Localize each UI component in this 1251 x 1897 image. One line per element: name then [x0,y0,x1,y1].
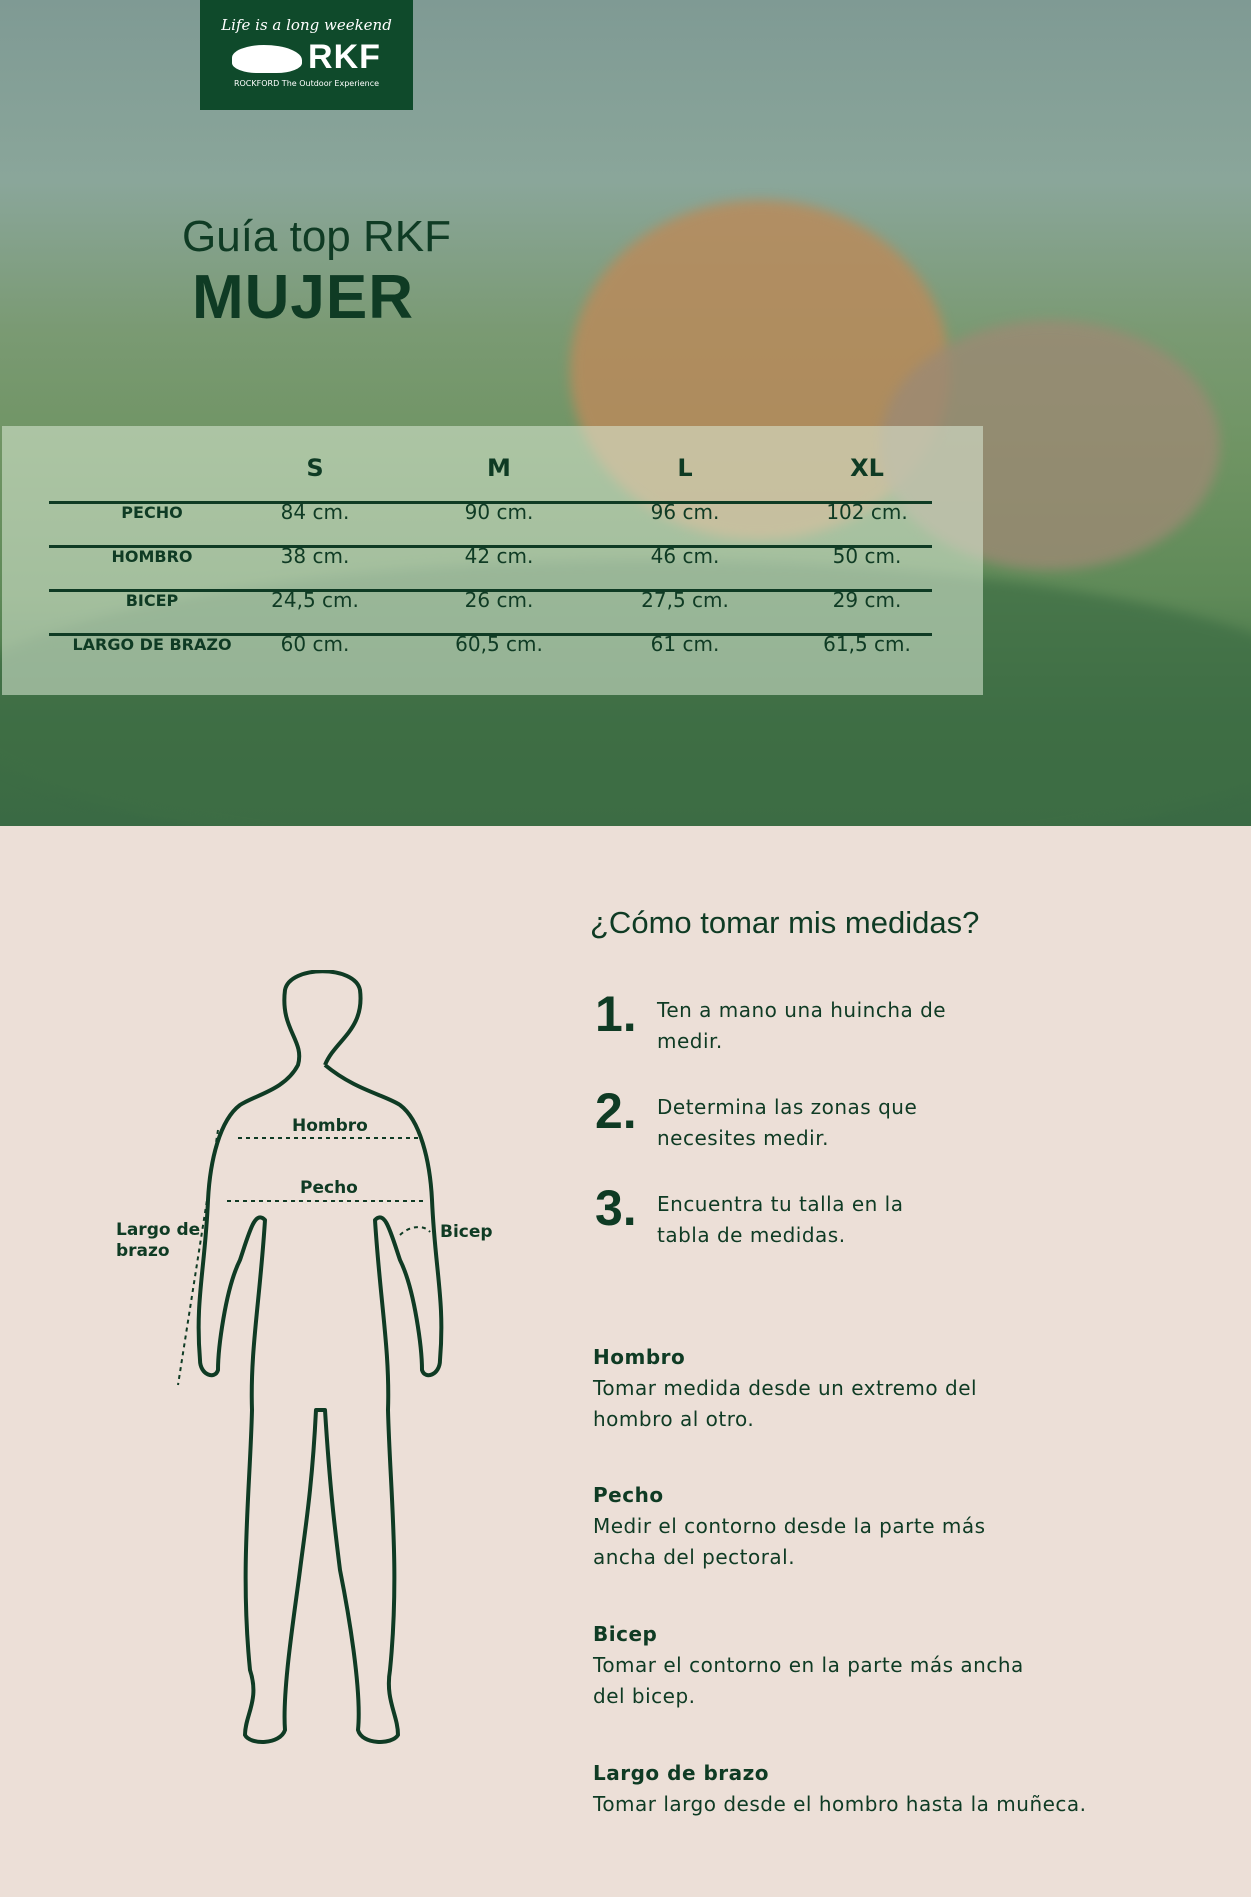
step-text: Ten a mano una huincha de medir. [657,998,947,1053]
table-cell: 102 cm. [826,500,908,524]
bicep-label: Bicep [440,1222,493,1242]
row-label: LARGO DE BRAZO [72,635,232,654]
row-label: HOMBRO [111,547,193,566]
hombro-label: Hombro [292,1116,368,1136]
description-title: Hombro [593,1345,686,1369]
table-cell: 24,5 cm. [271,588,359,612]
row-label: BICEP [125,591,179,610]
logo-subtitle: ROCKFORD The Outdoor Experience [233,79,380,88]
table-cell: 46 cm. [650,544,720,568]
row-label: PECHO [121,503,183,522]
logo-brand-text: RKF [308,38,381,76]
table-divider [49,545,932,548]
howto-heading: ¿Cómo tomar mis medidas? [590,905,980,940]
description-1: Pecho Medir el contorno desde la parte má… [593,1480,1043,1573]
table-cell: 60 cm. [280,632,350,656]
table-cell: 96 cm. [650,500,720,524]
table-cell: 50 cm. [832,544,902,568]
description-title: Pecho [593,1483,664,1507]
largo-line [177,1129,219,1386]
step-number: 2. [595,1083,637,1139]
duck-icon [232,45,303,74]
table-cell: 27,5 cm. [641,588,729,612]
table-cell: 38 cm. [280,544,350,568]
table-cell: 61,5 cm. [823,632,911,656]
size-table: S M L XL PECHO 84 cm. 90 cm. 96 cm. 102 cm. HOMBR… [2,426,983,695]
page-subtitle: MUJER [192,263,415,332]
table-divider [49,633,932,636]
table-cell: 29 cm. [832,588,902,612]
step-text: Determina las zonas que necesites medir. [657,1095,918,1150]
rkf-logo[interactable]: Life is a long weekend RKF ROCKFORD The … [200,0,413,110]
body-outline [196,970,444,1744]
largo-label: Largo de brazo [116,1220,200,1262]
largo-label-1: Largo de [116,1220,201,1240]
body-measurement-figure [177,970,444,1744]
size-header-l: L [677,454,693,482]
table-divider [49,501,932,504]
table-cell: 42 cm. [464,544,534,568]
description-text: Tomar medida desde un extremo del hombro… [593,1376,978,1431]
size-header-s: S [306,454,324,482]
pecho-label: Pecho [300,1178,358,1198]
description-title: Bicep [593,1622,658,1646]
table-cell: 90 cm. [464,500,534,524]
logo-brand: RKF [200,38,413,77]
table-cell: 61 cm. [650,632,720,656]
step-text: Encuentra tu talla en la tabla de medida… [657,1192,904,1247]
description-text: Medir el contorno desde la parte más anc… [593,1514,986,1569]
bicep-line [399,1226,431,1236]
logo-tagline: Life is a long weekend [221,16,392,34]
table-divider [49,589,932,592]
description-3: Largo de brazo Tomar largo desde el hombr… [593,1758,1133,1820]
table-cell: 26 cm. [464,588,534,612]
table-cell: 84 cm. [280,500,350,524]
step-number: 3. [595,1180,637,1236]
size-header-xl: XL [850,454,884,482]
table-cell: 60,5 cm. [455,632,543,656]
description-text: Tomar largo desde el hombro hasta la muñ… [593,1792,1087,1816]
largo-label-2: brazo [116,1241,170,1261]
description-2: Bicep Tomar el contorno en la parte más a… [593,1619,1043,1712]
hero-banner: Life is a long weekend RKF ROCKFORD The … [0,0,1251,826]
page-title: Guía top RKF [182,212,452,261]
description-0: Hombro Tomar medida desde un extremo del … [593,1342,1043,1435]
step-number: 1. [595,986,637,1042]
description-title: Largo de brazo [593,1761,770,1785]
size-header-m: M [487,454,511,482]
description-text: Tomar el contorno en la parte más ancha … [593,1653,1024,1708]
